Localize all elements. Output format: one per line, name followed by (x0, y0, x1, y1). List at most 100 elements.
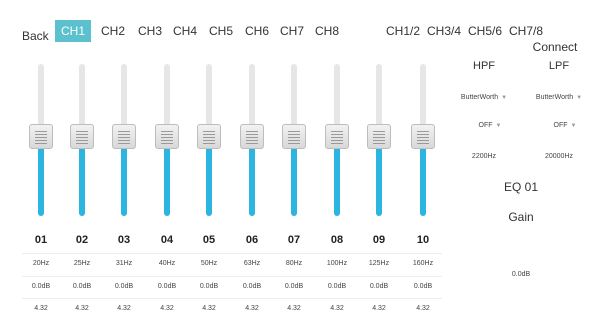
master-gain-value[interactable]: 0.0dB (511, 271, 531, 278)
eq-slider-04[interactable] (154, 64, 180, 216)
band-frequency[interactable]: 63Hz (243, 260, 261, 267)
lpf-slope-select[interactable]: OFF ▼ (554, 122, 577, 129)
connect-button[interactable]: Connect (532, 40, 578, 54)
tab-ch7[interactable]: CH7 (279, 24, 304, 38)
band-q[interactable]: 4.32 (416, 305, 430, 312)
band-q[interactable]: 4.32 (202, 305, 216, 312)
band-q[interactable]: 4.32 (117, 305, 131, 312)
lpf-freq-value[interactable]: 20000Hz (544, 153, 574, 160)
eq-preset-name[interactable]: EQ 01 (503, 180, 539, 194)
back-button[interactable]: Back (22, 29, 49, 43)
band-number: 07 (287, 234, 301, 246)
slider-thumb-icon[interactable] (112, 124, 136, 149)
band-gain[interactable]: 0.0dB (72, 283, 92, 290)
tab-ch1[interactable]: CH1 (55, 20, 91, 42)
band-number: 09 (372, 234, 386, 246)
slider-fill (79, 137, 85, 216)
band-q[interactable]: 4.32 (75, 305, 89, 312)
band-number: 02 (75, 234, 89, 246)
band-frequency[interactable]: 50Hz (200, 260, 218, 267)
lpf-type-select[interactable]: ButterWorth ▼ (536, 94, 582, 101)
slider-fill (291, 137, 297, 216)
band-gain[interactable]: 0.0dB (199, 283, 219, 290)
slider-thumb-icon[interactable] (282, 124, 306, 149)
band-number: 03 (117, 234, 131, 246)
band-q[interactable]: 4.32 (372, 305, 386, 312)
tab-ch3-4[interactable]: CH3/4 (426, 24, 461, 38)
band-q[interactable]: 4.32 (34, 305, 48, 312)
band-gain[interactable]: 0.0dB (327, 283, 347, 290)
band-gain[interactable]: 0.0dB (157, 283, 177, 290)
band-frequency[interactable]: 100Hz (326, 260, 348, 267)
band-frequency[interactable]: 25Hz (73, 260, 91, 267)
band-q[interactable]: 4.32 (287, 305, 301, 312)
hpf-type-value: ButterWorth (460, 94, 499, 101)
band-number: 08 (330, 234, 344, 246)
band-q[interactable]: 4.32 (330, 305, 344, 312)
band-gain[interactable]: 0.0dB (369, 283, 389, 290)
eq-slider-01[interactable] (28, 64, 54, 216)
slider-fill (121, 137, 127, 216)
slider-thumb-icon[interactable] (411, 124, 435, 149)
row-divider (22, 276, 442, 277)
slider-fill (334, 137, 340, 216)
band-frequency[interactable]: 160Hz (412, 260, 434, 267)
hpf-slope-value: OFF (478, 122, 493, 129)
eq-slider-03[interactable] (111, 64, 137, 216)
band-gain[interactable]: 0.0dB (413, 283, 433, 290)
slider-fill (164, 137, 170, 216)
tab-ch1-2[interactable]: CH1/2 (385, 24, 420, 38)
hpf-label: HPF (473, 60, 495, 72)
band-frequency[interactable]: 80Hz (285, 260, 303, 267)
slider-thumb-icon[interactable] (367, 124, 391, 149)
band-frequency[interactable]: 31Hz (115, 260, 133, 267)
eq-slider-06[interactable] (239, 64, 265, 216)
band-q[interactable]: 4.32 (245, 305, 259, 312)
slider-thumb-icon[interactable] (325, 124, 349, 149)
slider-fill (249, 137, 255, 216)
tab-ch5[interactable]: CH5 (208, 24, 233, 38)
hpf-freq-value[interactable]: 2200Hz (471, 153, 497, 160)
tab-ch6[interactable]: CH6 (244, 24, 269, 38)
eq-slider-05[interactable] (196, 64, 222, 216)
triangle-down-icon: ▼ (570, 123, 577, 129)
slider-thumb-icon[interactable] (70, 124, 94, 149)
triangle-down-icon: ▼ (501, 95, 508, 101)
tab-ch4[interactable]: CH4 (172, 24, 197, 38)
band-number: 05 (202, 234, 216, 246)
hpf-slope-select[interactable]: OFF ▼ (479, 122, 502, 129)
eq-slider-10[interactable] (410, 64, 436, 216)
slider-fill (420, 137, 426, 216)
tab-ch8[interactable]: CH8 (314, 24, 339, 38)
band-frequency[interactable]: 40Hz (158, 260, 176, 267)
tab-ch2[interactable]: CH2 (100, 24, 125, 38)
eq-slider-09[interactable] (366, 64, 392, 216)
hpf-type-select[interactable]: ButterWorth ▼ (461, 94, 507, 101)
slider-thumb-icon[interactable] (155, 124, 179, 149)
band-frequency[interactable]: 125Hz (368, 260, 390, 267)
band-number: 10 (416, 234, 430, 246)
band-gain[interactable]: 0.0dB (114, 283, 134, 290)
eq-slider-02[interactable] (69, 64, 95, 216)
band-q[interactable]: 4.32 (160, 305, 174, 312)
slider-thumb-icon[interactable] (240, 124, 264, 149)
triangle-down-icon: ▼ (495, 123, 502, 129)
gain-label: Gain (508, 210, 534, 224)
band-gain[interactable]: 0.0dB (284, 283, 304, 290)
eq-slider-07[interactable] (281, 64, 307, 216)
tab-ch3[interactable]: CH3 (137, 24, 162, 38)
eq-slider-08[interactable] (324, 64, 350, 216)
band-number: 01 (34, 234, 48, 246)
tab-ch7-8[interactable]: CH7/8 (508, 24, 543, 38)
band-number: 06 (245, 234, 259, 246)
top-bar: Back CH1 CH2 CH3 CH4 CH5 CH6 CH7 CH8 CH1/2 CH3/4 C… (0, 0, 600, 54)
slider-thumb-icon[interactable] (29, 124, 53, 149)
band-gain[interactable]: 0.0dB (242, 283, 262, 290)
slider-thumb-icon[interactable] (197, 124, 221, 149)
band-number: 04 (160, 234, 174, 246)
band-frequency[interactable]: 20Hz (32, 260, 50, 267)
lpf-type-value: ButterWorth (535, 94, 574, 101)
tab-ch5-6[interactable]: CH5/6 (467, 24, 502, 38)
slider-fill (38, 137, 44, 216)
band-gain[interactable]: 0.0dB (31, 283, 51, 290)
